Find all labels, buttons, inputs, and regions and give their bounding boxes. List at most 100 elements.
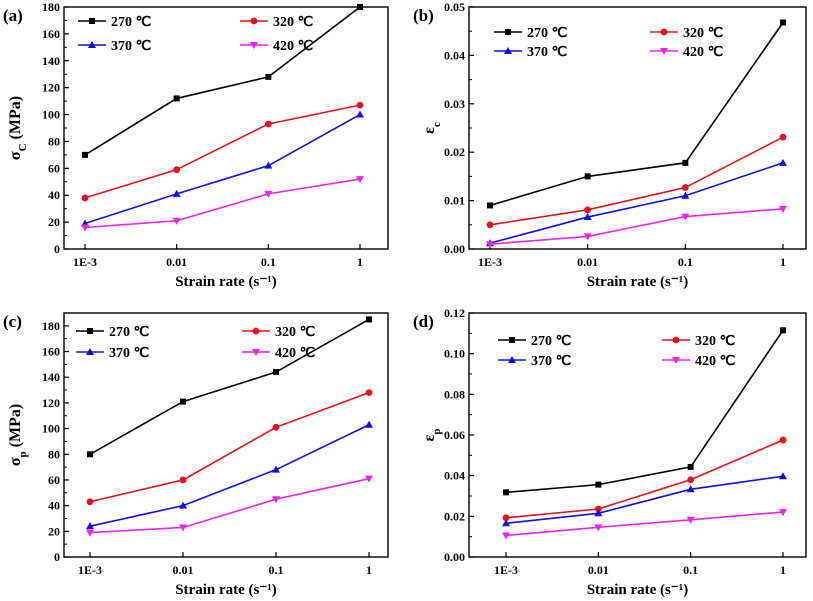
chart-panel-b: 0.00 0.01 0.02 0.03 0.04 0.05 1E-3 0.01 0.1 1 Stra…	[413, 0, 807, 290]
data-point	[584, 173, 591, 180]
y-tick-label: 0.06	[444, 428, 465, 442]
data-point	[486, 221, 494, 229]
legend-label: 270 ℃	[111, 15, 152, 30]
data-point	[272, 423, 280, 431]
legend-label: 420 ℃	[275, 346, 316, 361]
legend-item: 320 ℃	[650, 26, 724, 41]
data-point	[687, 476, 695, 484]
legend-item: 420 ℃	[662, 354, 736, 369]
x-axis-title: Strain rate (s⁻¹)	[587, 274, 689, 290]
legend-label: 370 ℃	[109, 346, 150, 361]
data-point	[365, 389, 373, 397]
y-tick-label: 0	[54, 242, 60, 256]
y-tick-label: 0.04	[444, 48, 465, 62]
x-tick-label: 0.1	[261, 255, 276, 269]
legend-label: 420 ℃	[273, 39, 314, 54]
y-tick-label: 180	[42, 0, 60, 14]
legend-label: 370 ℃	[531, 354, 572, 369]
y-tick-label: 60	[48, 161, 60, 175]
legend-marker	[252, 349, 260, 356]
y-tick-label: 0.05	[444, 0, 465, 14]
legend-label: 370 ℃	[527, 45, 568, 60]
legend-item: 270 ℃	[78, 15, 152, 30]
y-tick-label: 0.01	[444, 194, 465, 208]
x-axis-title: Strain rate (s⁻¹)	[175, 274, 277, 290]
y-tick-label: 0.00	[444, 550, 465, 564]
data-point	[82, 151, 88, 158]
x-axis-title: Strain rate (s⁻¹)	[587, 582, 689, 598]
x-tick-label: 1E-3	[73, 255, 97, 269]
y-tick-label: 20	[48, 524, 60, 538]
y-tick-label: 120	[42, 81, 60, 95]
legend-item: 420 ℃	[240, 39, 314, 54]
data-point	[681, 213, 690, 221]
legend-item: 270 ℃	[498, 334, 572, 349]
data-point	[264, 161, 273, 169]
x-tick-label: 0.01	[588, 563, 609, 577]
legend-item: 420 ℃	[650, 45, 724, 60]
data-point	[487, 202, 493, 209]
data-point	[172, 189, 181, 197]
legend-item: 320 ℃	[662, 334, 736, 349]
y-tick-label: 0	[54, 550, 60, 564]
y-axis-title-symbol: ε	[421, 127, 438, 134]
legend-marker	[660, 28, 668, 36]
y-axis-title-subscript: C	[17, 143, 29, 151]
series-line-4	[89, 477, 370, 534]
legend-marker	[505, 29, 511, 35]
y-axis-title-subscript: c	[431, 122, 443, 127]
data-point	[779, 205, 787, 213]
y-tick-label: 140	[42, 370, 60, 384]
legend-item: 370 ℃	[78, 39, 152, 54]
legend-item: 370 ℃	[76, 346, 150, 361]
legend-label: 270 ℃	[531, 334, 572, 349]
y-tick-label: 0.02	[444, 509, 465, 523]
y-axis-title-symbol: σ	[7, 457, 24, 466]
data-point	[366, 316, 372, 323]
legend-marker	[660, 48, 668, 55]
x-axis-title: Strain rate (s⁻¹)	[175, 582, 277, 598]
y-axis-title-subscript: p	[17, 451, 29, 457]
panel-label: (a)	[3, 6, 23, 25]
y-axis-title-subscript: p	[431, 429, 443, 435]
data-point	[87, 451, 93, 458]
panel-label: (b)	[413, 6, 434, 25]
legend-marker	[672, 357, 680, 364]
data-point	[779, 472, 787, 480]
x-tick-label: 1E-3	[494, 563, 518, 577]
panel-label: (c)	[3, 312, 22, 331]
legend-label: 270 ℃	[109, 325, 150, 340]
x-tick-label: 1	[780, 563, 786, 577]
y-axis-title-symbol: σ	[7, 151, 24, 160]
x-tick-label: 0.1	[269, 563, 284, 577]
series-line-2	[489, 136, 784, 226]
data-point	[780, 327, 786, 334]
data-point	[179, 501, 187, 509]
legend-marker	[504, 47, 512, 54]
data-point	[779, 133, 787, 141]
series-line-2	[89, 391, 370, 503]
y-tick-label: 180	[42, 319, 60, 333]
data-point	[486, 241, 494, 249]
series-line-4	[505, 511, 784, 537]
data-point	[179, 524, 187, 532]
y-axis-title: σp (MPa)	[7, 404, 29, 466]
data-point	[583, 233, 592, 241]
data-point	[595, 481, 602, 488]
data-point	[779, 436, 787, 444]
y-tick-label: 0.02	[444, 145, 465, 159]
legend-marker	[86, 348, 94, 355]
series-line-3	[489, 162, 784, 244]
y-tick-label: 80	[48, 134, 60, 148]
y-axis-title: σC (MPa)	[7, 96, 29, 160]
legend-marker	[250, 42, 258, 49]
y-tick-label: 0.12	[444, 306, 465, 320]
legend-label: 320 ℃	[695, 334, 736, 349]
data-point	[594, 509, 603, 517]
legend-item: 320 ℃	[242, 325, 316, 340]
data-point	[502, 519, 510, 527]
data-point	[686, 485, 695, 493]
legend-item: 370 ℃	[498, 354, 572, 369]
data-point	[594, 505, 602, 513]
legend-item: 270 ℃	[494, 26, 568, 41]
